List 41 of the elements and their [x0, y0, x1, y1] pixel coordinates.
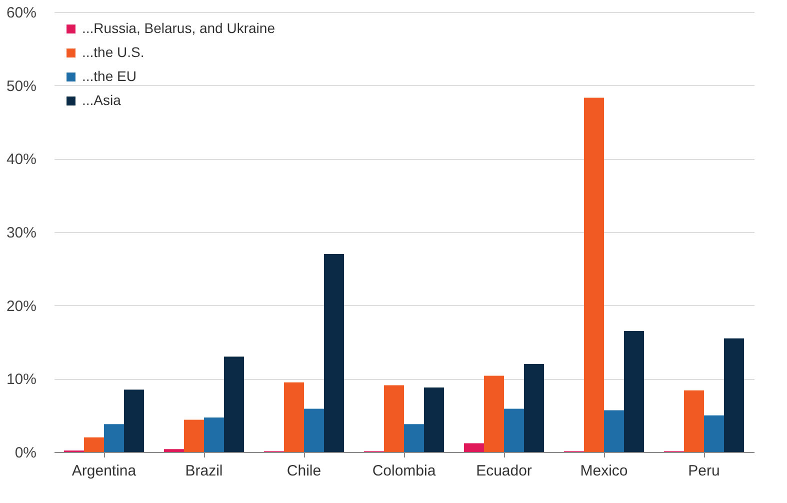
y-tick-label: 20% — [6, 298, 36, 315]
bar — [164, 449, 184, 452]
bar — [584, 98, 604, 452]
y-tick-label: 30% — [6, 224, 36, 242]
bar — [464, 443, 484, 452]
bar — [684, 390, 704, 452]
x-tick-label: Argentina — [72, 462, 137, 480]
x-tick-label: Peru — [688, 462, 720, 480]
bar — [104, 424, 124, 452]
bar — [504, 408, 524, 452]
bar — [624, 331, 644, 452]
x-tick-label: Colombia — [372, 462, 436, 480]
x-tick-label: Ecuador — [476, 462, 532, 480]
bar — [724, 338, 744, 452]
legend-label: ...Asia — [82, 92, 122, 108]
y-tick-label: 60% — [6, 4, 36, 22]
bar — [124, 390, 144, 452]
x-tick-label: Brazil — [185, 462, 223, 480]
legend-label: ...the EU — [82, 68, 136, 84]
y-tick-label: 0% — [14, 444, 36, 462]
bar — [524, 364, 544, 452]
bar — [424, 387, 444, 452]
bar — [404, 424, 424, 452]
bar — [84, 437, 104, 452]
bar — [284, 382, 304, 452]
y-tick-label: 50% — [6, 78, 36, 95]
bar — [484, 376, 504, 452]
legend-label: ...Russia, Belarus, and Ukraine — [82, 20, 276, 36]
x-tick-label: Mexico — [580, 462, 628, 480]
bar — [184, 420, 204, 452]
bar — [384, 385, 404, 452]
bar — [304, 408, 324, 452]
bar — [204, 418, 224, 452]
y-tick-label: 40% — [6, 151, 36, 168]
bar — [704, 415, 724, 452]
legend-label: ...the U.S. — [82, 44, 144, 60]
y-tick-label: 10% — [6, 371, 36, 388]
bar — [224, 356, 244, 452]
bar — [324, 254, 344, 452]
bar — [604, 410, 624, 452]
x-tick-label: Chile — [286, 462, 322, 480]
